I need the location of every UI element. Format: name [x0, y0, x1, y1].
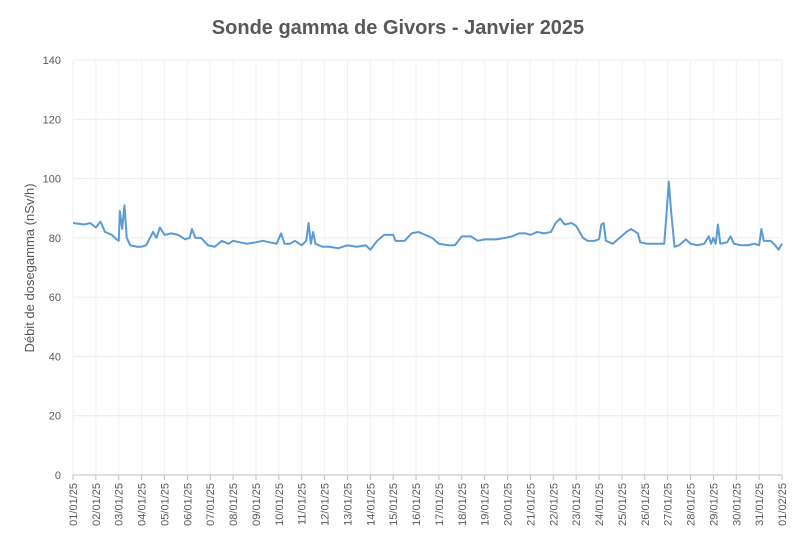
x-tick-label: 29/01/25 — [708, 483, 720, 526]
x-tick-label: 17/01/25 — [434, 483, 446, 526]
x-tick-label: 02/01/25 — [91, 483, 103, 526]
x-tick-label: 14/01/25 — [365, 483, 377, 526]
x-tick-label: 30/01/25 — [731, 483, 743, 526]
y-axis-label: Débit de dosegamma (nSv/h) — [22, 183, 37, 352]
x-tick-label: 03/01/25 — [114, 483, 126, 526]
x-tick-label: 21/01/25 — [525, 483, 537, 526]
y-tick-label: 20 — [49, 411, 61, 423]
x-tick-label: 23/01/25 — [571, 483, 583, 526]
y-tick-label: 60 — [49, 292, 61, 304]
x-tick-label: 04/01/25 — [137, 483, 149, 526]
x-tick-label: 15/01/25 — [388, 483, 400, 526]
data-line — [72, 180, 783, 251]
x-tick-label: 10/01/25 — [274, 483, 286, 526]
y-tick-label: 140 — [43, 55, 61, 67]
x-tick-label: 09/01/25 — [251, 483, 263, 526]
x-tick-label: 25/01/25 — [617, 483, 629, 526]
x-tick-label: 24/01/25 — [594, 483, 606, 526]
x-tick-label: 01/01/25 — [68, 483, 80, 526]
x-tick-label: 11/01/25 — [297, 483, 309, 525]
x-tick-label: 01/02/25 — [777, 483, 789, 526]
x-tick-label: 12/01/25 — [320, 483, 332, 526]
x-tick-label: 28/01/25 — [686, 483, 698, 526]
y-tick-label: 80 — [49, 233, 61, 245]
x-tick-label: 20/01/25 — [503, 483, 515, 526]
y-tick-label: 40 — [49, 351, 61, 363]
x-tick-label: 27/01/25 — [663, 483, 675, 526]
x-tick-label: 06/01/25 — [182, 483, 194, 526]
x-tick-label: 13/01/25 — [342, 483, 354, 526]
y-tick-label: 120 — [43, 114, 61, 126]
x-tick-label: 26/01/25 — [640, 483, 652, 526]
x-tick-label: 19/01/25 — [480, 483, 492, 526]
x-tick-label: 18/01/25 — [457, 483, 469, 526]
x-tick-label: 05/01/25 — [159, 483, 171, 526]
x-tick-label: 22/01/25 — [548, 483, 560, 526]
chart-title: Sonde gamma de Givors - Janvier 2025 — [212, 17, 584, 39]
x-tick-label: 31/01/25 — [754, 483, 766, 526]
x-tick-label: 07/01/25 — [205, 483, 217, 526]
y-tick-label: 0 — [55, 470, 61, 482]
y-tick-label: 100 — [43, 174, 61, 186]
x-tick-label: 16/01/25 — [411, 483, 423, 526]
x-tick-label: 08/01/25 — [228, 483, 240, 526]
